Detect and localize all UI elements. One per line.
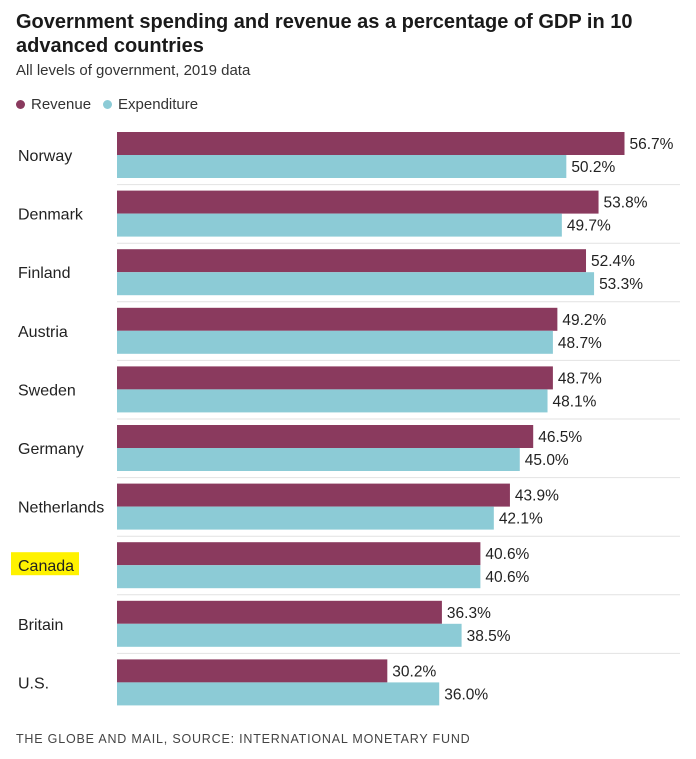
category-label-austria: Austria	[18, 324, 68, 341]
data-label-expenditure-finland: 53.3%	[599, 276, 643, 293]
legend-label-expenditure: Expenditure	[118, 96, 199, 113]
chart-subtitle: All levels of government, 2019 data	[16, 62, 251, 79]
category-label-britain: Britain	[18, 617, 63, 634]
data-label-revenue-canada: 40.6%	[485, 546, 529, 563]
category-label-germany: Germany	[18, 441, 84, 458]
data-label-expenditure-u-s: 36.0%	[444, 686, 488, 703]
bar-revenue-britain	[117, 600, 442, 624]
bar-expenditure-sweden	[117, 389, 548, 413]
bar-chart: Norway 56.7% 50.2% Denmark 53.8% 49.7% Finland…	[11, 132, 680, 706]
bar-expenditure-denmark	[117, 213, 562, 237]
bar-revenue-norway	[117, 132, 625, 155]
legend-item-expenditure: Expenditure	[103, 96, 198, 113]
data-label-expenditure-germany: 45.0%	[525, 452, 569, 469]
bar-revenue-germany	[117, 425, 534, 448]
bar-revenue-netherlands	[117, 483, 510, 507]
data-label-revenue-u-s: 30.2%	[392, 663, 436, 680]
data-label-expenditure-denmark: 49.7%	[567, 218, 611, 235]
data-label-revenue-germany: 46.5%	[538, 429, 582, 446]
category-label-sweden: Sweden	[18, 382, 76, 399]
data-label-expenditure-norway: 50.2%	[571, 159, 615, 176]
bar-revenue-finland	[117, 249, 587, 273]
legend-item-revenue: Revenue	[16, 96, 91, 113]
category-label-netherlands: Netherlands	[18, 500, 104, 517]
legend: Revenue Expenditure	[16, 96, 210, 113]
revenue-swatch-icon	[16, 100, 25, 109]
category-label-denmark: Denmark	[18, 207, 84, 224]
bar-expenditure-finland	[117, 272, 595, 296]
data-label-expenditure-sweden: 48.1%	[553, 393, 597, 410]
category-label-u-s: U.S.	[18, 675, 49, 692]
data-label-expenditure-britain: 38.5%	[467, 628, 511, 645]
source-note: THE GLOBE AND MAIL, SOURCE: INTERNATIONA…	[16, 732, 471, 746]
bar-expenditure-austria	[117, 330, 553, 354]
legend-label-revenue: Revenue	[31, 96, 92, 113]
category-label-finland: Finland	[18, 265, 70, 282]
data-label-revenue-britain: 36.3%	[447, 605, 491, 622]
bar-expenditure-britain	[117, 623, 462, 647]
bar-revenue-canada	[117, 542, 481, 566]
highlight-marker	[11, 552, 79, 576]
bar-expenditure-netherlands	[117, 506, 494, 530]
data-label-revenue-norway: 56.7%	[630, 136, 674, 153]
data-label-revenue-austria: 49.2%	[562, 312, 606, 329]
category-label-canada: Canada	[18, 558, 74, 575]
data-label-expenditure-austria: 48.7%	[558, 335, 602, 352]
bar-revenue-u-s	[117, 659, 388, 683]
bar-revenue-sweden	[117, 366, 553, 390]
bar-revenue-denmark	[117, 190, 599, 214]
data-label-revenue-denmark: 53.8%	[604, 195, 648, 212]
bar-revenue-austria	[117, 307, 558, 331]
data-label-revenue-netherlands: 43.9%	[515, 488, 559, 505]
bar-expenditure-norway	[117, 155, 567, 178]
bar-expenditure-germany	[117, 448, 520, 471]
data-label-revenue-sweden: 48.7%	[558, 370, 602, 387]
expenditure-swatch-icon	[103, 100, 113, 109]
data-label-expenditure-netherlands: 42.1%	[499, 511, 543, 528]
bar-expenditure-u-s	[117, 682, 440, 706]
data-label-expenditure-canada: 40.6%	[485, 569, 529, 586]
chart-title: Government spending and revenue as a per…	[16, 11, 633, 57]
bar-expenditure-canada	[117, 565, 481, 589]
category-label-norway: Norway	[18, 148, 72, 165]
data-label-revenue-finland: 52.4%	[591, 253, 635, 270]
